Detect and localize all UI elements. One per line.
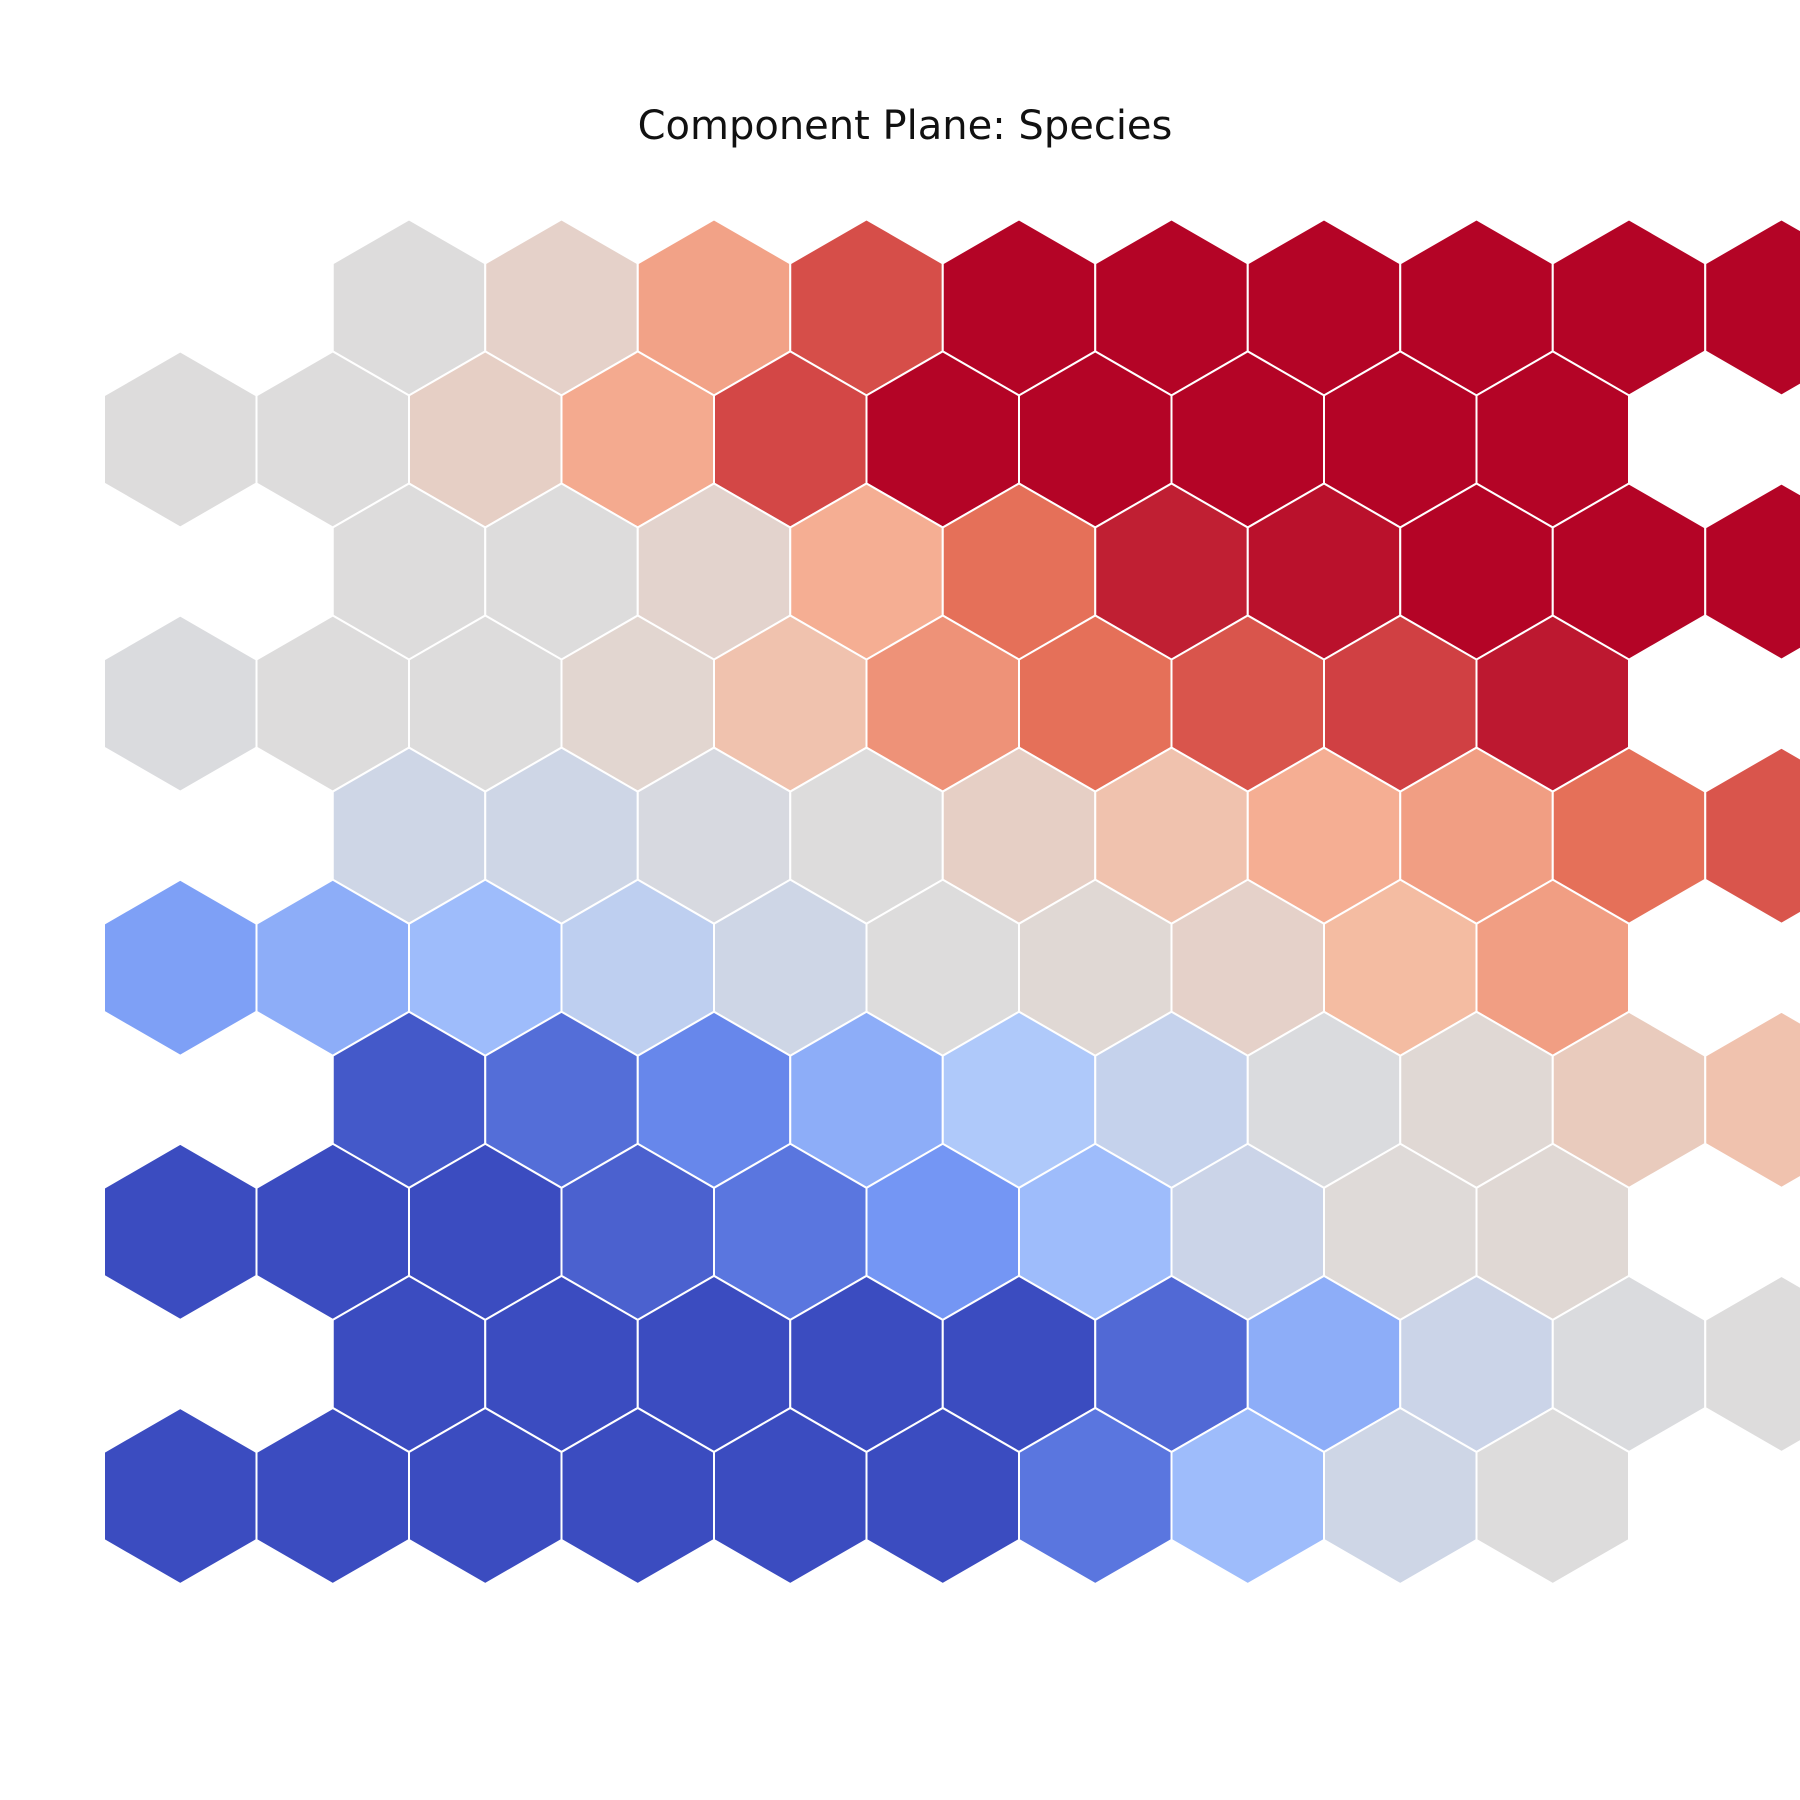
hex-cell-r4-c10 — [1704, 746, 1800, 925]
hex-cell-r0-c10 — [1704, 218, 1800, 397]
hex-cell-r6-c10 — [1704, 1010, 1800, 1189]
hex-cell-r2-c10 — [1704, 482, 1800, 661]
hex-cell-r7-c0 — [103, 1142, 258, 1322]
hex-cell-r5-c0 — [103, 878, 258, 1057]
hex-cell-r3-c0 — [103, 614, 258, 793]
chart-title: Component Plane: Species — [638, 103, 1173, 149]
hex-cell-r8-c10 — [1704, 1274, 1800, 1454]
hex-cell-r9-c0 — [103, 1406, 258, 1586]
hex-cell-r9-c9 — [1475, 1406, 1630, 1586]
hex-cell-r1-c0 — [103, 350, 258, 529]
hex-grid — [103, 218, 1800, 1586]
